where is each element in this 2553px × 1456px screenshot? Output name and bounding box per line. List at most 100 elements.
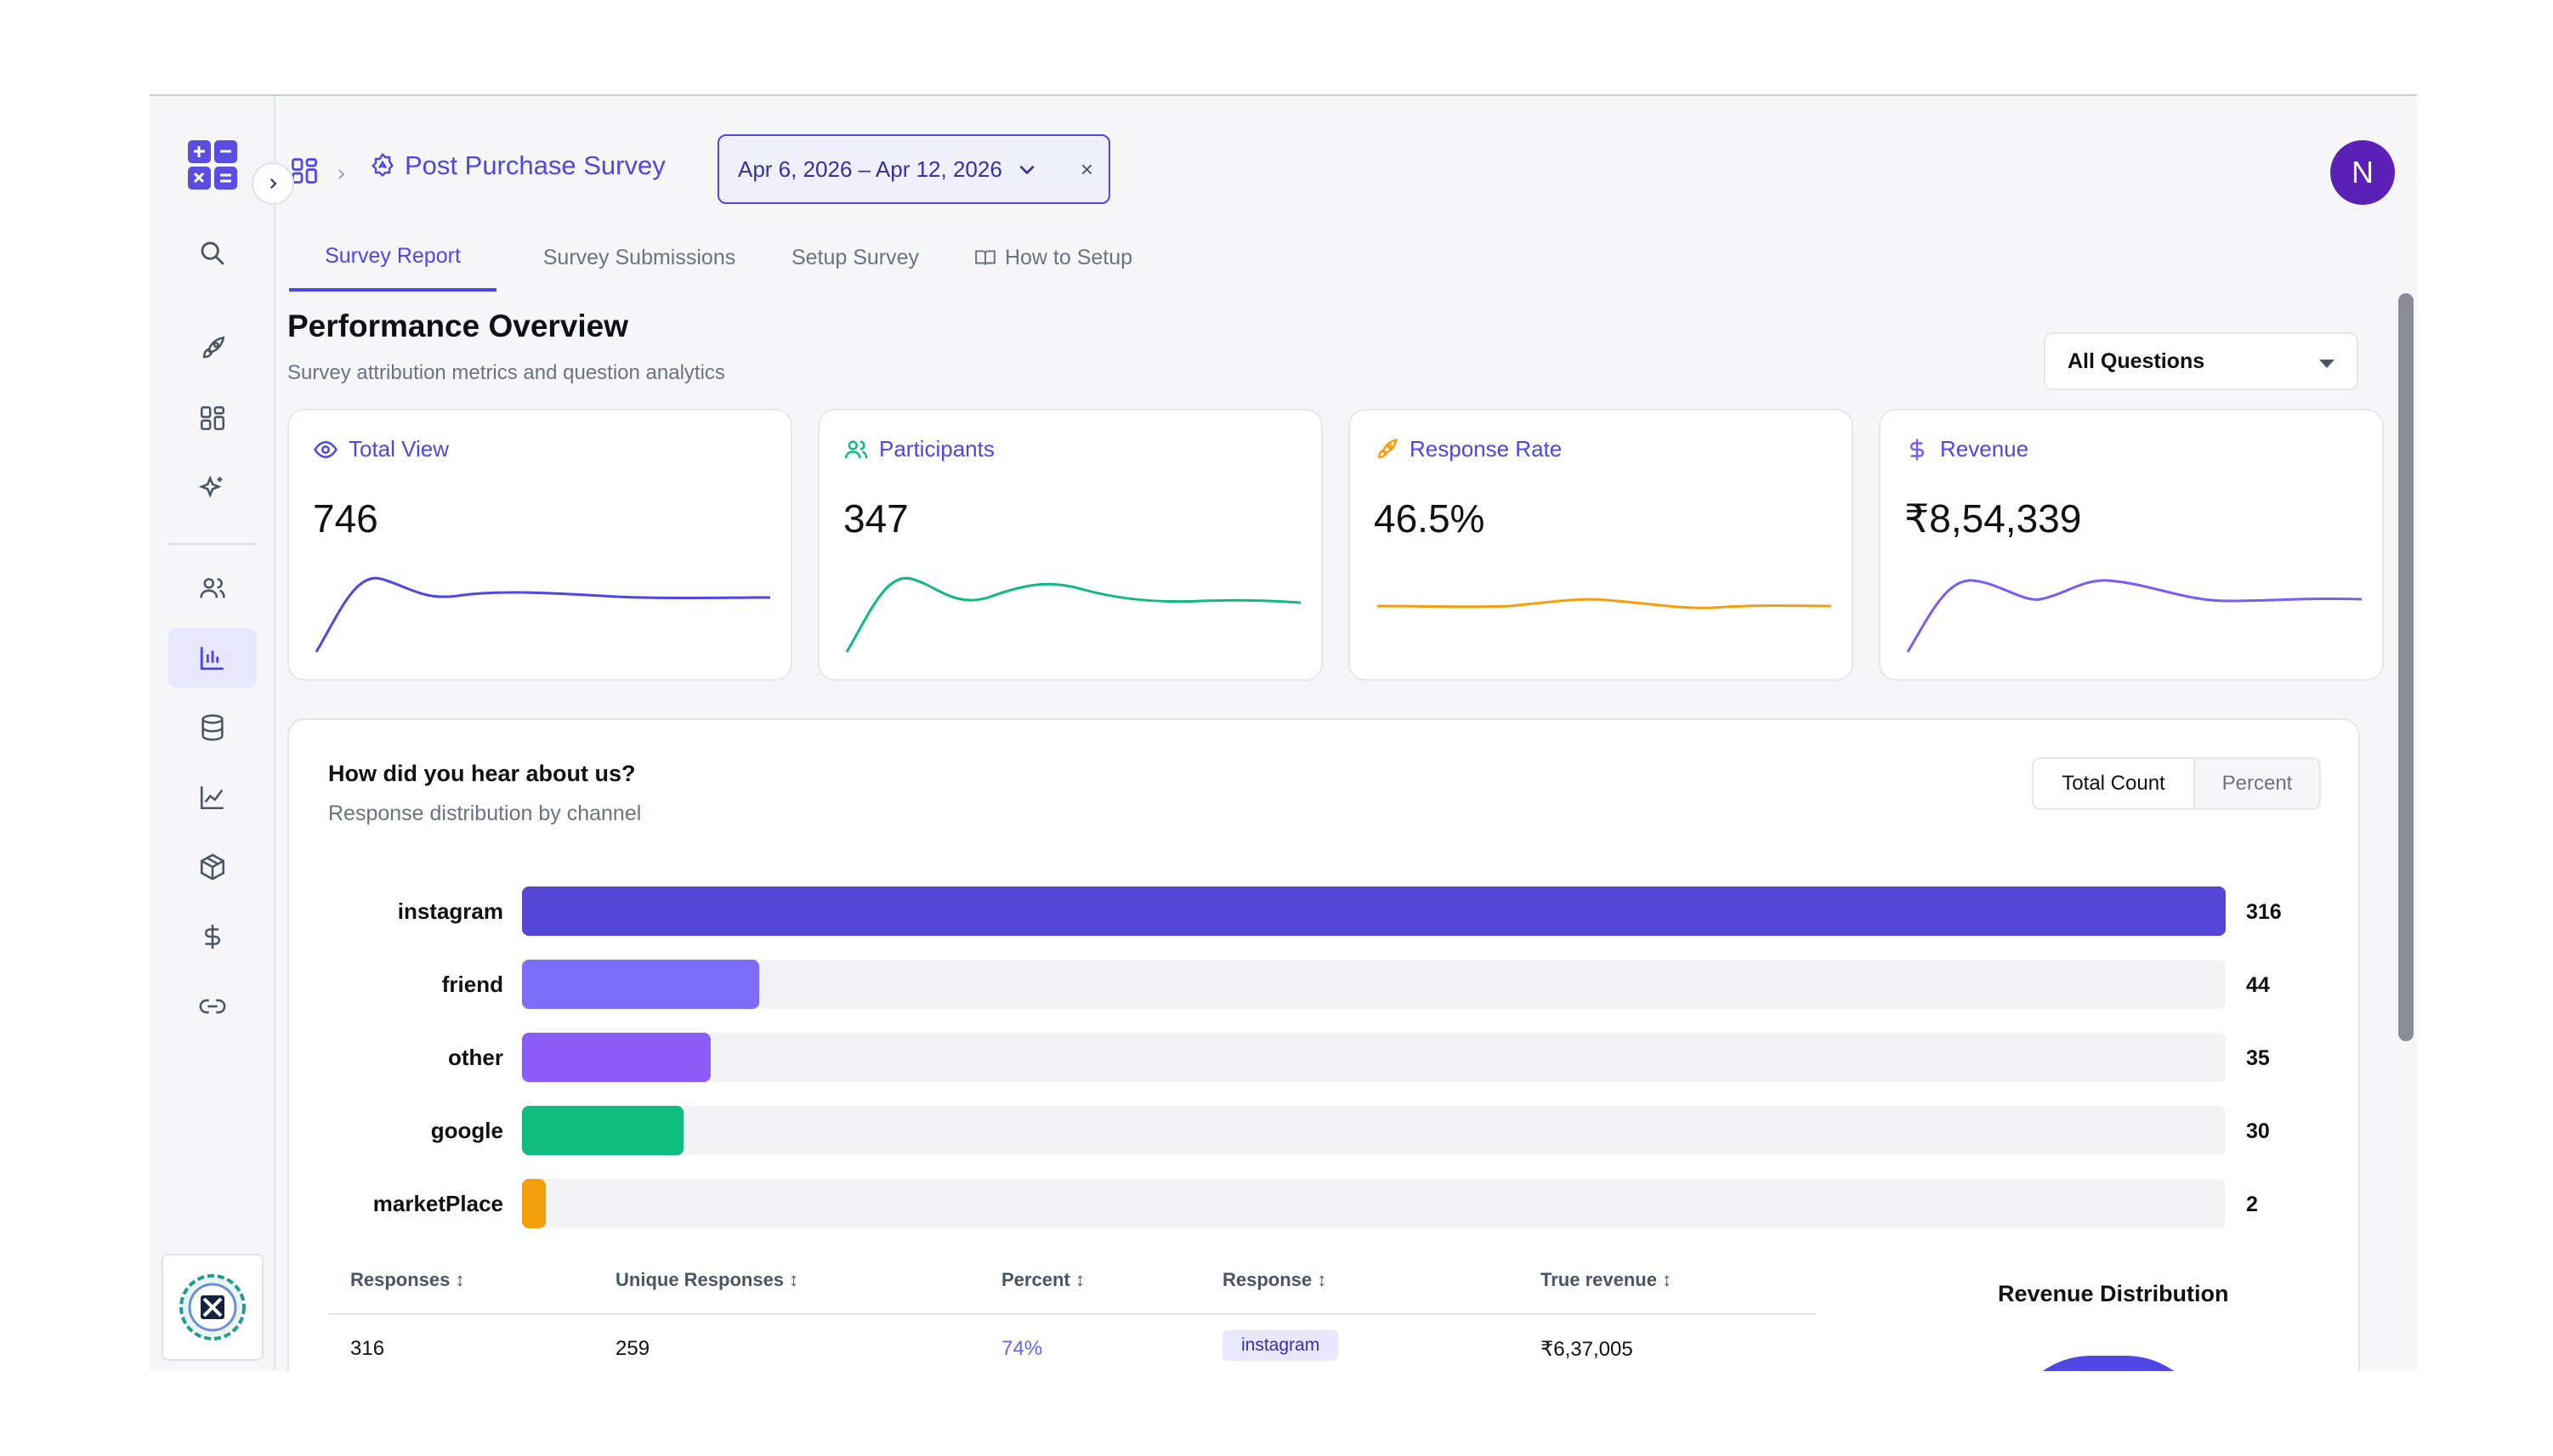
search-icon[interactable]	[168, 224, 257, 283]
main-content: Performance Overview Survey attribution …	[277, 292, 2384, 1371]
bar-track	[522, 960, 2226, 1009]
date-range-picker[interactable]: Apr 6, 2026 – Apr 12, 2026 ×	[718, 134, 1110, 204]
bar-instagram[interactable]	[522, 887, 2226, 936]
book-icon	[975, 250, 996, 265]
revenue-distribution-title: Revenue Distribution	[1998, 1281, 2229, 1306]
stat-label: Total View	[349, 436, 450, 462]
bar-friend[interactable]	[522, 960, 760, 1009]
question-title: How did you hear about us?	[328, 761, 636, 786]
count-percent-toggle: Total Count Percent	[2032, 757, 2321, 810]
column-header-response[interactable]: Response ↕	[1223, 1269, 1327, 1290]
tab-bar: Survey Report Survey Submissions Setup S…	[277, 224, 2417, 292]
stat-label: Revenue	[1940, 436, 2029, 462]
sidebar-divider	[168, 543, 257, 545]
sparkline	[845, 576, 1302, 653]
question-subtitle: Response distribution by channel	[328, 802, 642, 825]
bar-label-other: other	[448, 1045, 503, 1070]
tab-how-to-setup[interactable]: How to Setup	[962, 224, 1144, 292]
stat-card-participants: Participants 347	[818, 409, 1323, 681]
rocket-icon	[1377, 438, 1398, 458]
dollar-icon[interactable]	[168, 907, 257, 966]
package-icon[interactable]	[168, 837, 257, 897]
stat-label: Participants	[879, 436, 995, 462]
stat-value: ₹8,54,339	[1904, 496, 2082, 541]
question-select-value: All Questions	[2068, 348, 2205, 373]
bar-google[interactable]	[522, 1106, 684, 1155]
caret-down-icon	[2319, 360, 2335, 368]
tab-setup-survey[interactable]: Setup Survey	[791, 245, 920, 269]
page-title: Post Purchase Survey	[405, 150, 666, 180]
sidebar	[150, 96, 275, 1371]
stat-value: 746	[313, 496, 378, 541]
breadcrumb-separator: ›	[337, 159, 347, 187]
stat-value: 347	[843, 496, 909, 541]
bar-label-instagram: instagram	[398, 898, 503, 924]
top-bar: › Post Purchase Survey Apr 6, 2026 – Apr…	[277, 96, 2417, 224]
bar-other[interactable]	[522, 1033, 711, 1082]
stat-value: 46.5%	[1374, 496, 1485, 541]
eye-icon	[314, 440, 338, 458]
users-icon	[844, 439, 868, 458]
sidebar-expand-button[interactable]	[252, 162, 294, 205]
stat-card-response-rate: Response Rate 46.5%	[1348, 409, 1853, 681]
rocket-icon[interactable]	[168, 319, 257, 378]
stat-card-revenue: Revenue ₹8,54,339	[1879, 409, 2384, 681]
bar-value-friend: 44	[2246, 973, 2270, 997]
sparkles-icon[interactable]	[168, 458, 257, 518]
sparkline	[1376, 598, 1832, 609]
brand-badge-icon	[179, 1274, 246, 1340]
bar-track	[522, 1179, 2226, 1228]
bar-marketPlace[interactable]	[522, 1179, 546, 1228]
total-count-button[interactable]: Total Count	[2034, 759, 2195, 808]
bar-label-google: google	[431, 1118, 503, 1143]
question-select[interactable]: All Questions	[2044, 332, 2358, 390]
bar-label-marketPlace: marketPlace	[373, 1191, 503, 1216]
response-bar-chart: instagram 316 friend 44 other 35 google 30 marke…	[373, 887, 2282, 1228]
table-cell-responses: 316	[350, 1337, 385, 1360]
chevron-down-icon	[1019, 165, 1035, 175]
revenue-pie-chart	[2006, 1356, 2210, 1371]
table-header-divider	[328, 1313, 1816, 1315]
bar-track	[522, 1106, 2226, 1155]
bar-chart-icon[interactable]	[168, 628, 257, 688]
tab-survey-submissions[interactable]: Survey Submissions	[542, 245, 736, 269]
line-chart-icon[interactable]	[168, 768, 257, 827]
users-icon[interactable]	[168, 558, 257, 618]
date-range-label: Apr 6, 2026 – Apr 12, 2026	[738, 156, 1002, 182]
bar-value-google: 30	[2246, 1119, 2270, 1143]
column-header-percent[interactable]: Percent ↕	[1001, 1269, 1085, 1290]
clear-date-button[interactable]: ×	[1080, 156, 1093, 182]
sparkline	[315, 576, 771, 653]
percent-button[interactable]: Percent	[2221, 772, 2293, 795]
dashboard-icon[interactable]	[168, 388, 257, 448]
app-window: › Post Purchase Survey Apr 6, 2026 – Apr…	[150, 94, 2417, 1371]
vertical-scrollbar[interactable]	[2398, 293, 2414, 1041]
bar-value-other: 35	[2246, 1046, 2270, 1070]
bar-value-marketPlace: 2	[2246, 1193, 2258, 1216]
response-tag: instagram	[1223, 1330, 1339, 1361]
question-panel: How did you hear about us? Response dist…	[287, 718, 2360, 1371]
tab-label: How to Setup	[1004, 245, 1133, 269]
table-cell-percent: 74%	[1001, 1337, 1043, 1360]
column-header-responses[interactable]: Responses ↕	[350, 1269, 465, 1290]
dollar-icon	[1909, 439, 1925, 460]
stat-label: Response Rate	[1410, 436, 1563, 462]
tab-survey-report[interactable]: Survey Report	[289, 224, 496, 292]
column-header-true-revenue[interactable]: True revenue ↕	[1540, 1269, 1672, 1290]
brand-badge[interactable]	[162, 1254, 264, 1361]
link-icon[interactable]	[168, 977, 257, 1036]
bar-value-instagram: 316	[2246, 900, 2282, 924]
stat-card-total-view: Total View 746	[287, 409, 792, 681]
bar-track	[522, 1033, 2226, 1082]
column-header-unique-responses[interactable]: Unique Responses ↕	[616, 1269, 799, 1290]
sparkline	[1906, 579, 2363, 653]
breadcrumb[interactable]: Post Purchase Survey	[369, 150, 666, 181]
survey-badge-icon	[371, 152, 394, 178]
chevron-right-icon	[269, 178, 277, 190]
section-title: Performance Overview	[287, 309, 629, 343]
section-subtitle: Survey attribution metrics and question …	[287, 361, 725, 384]
app-logo-icon[interactable]	[188, 140, 237, 190]
bar-label-friend: friend	[442, 972, 503, 997]
database-icon[interactable]	[168, 698, 257, 757]
avatar[interactable]: N	[2330, 140, 2395, 205]
